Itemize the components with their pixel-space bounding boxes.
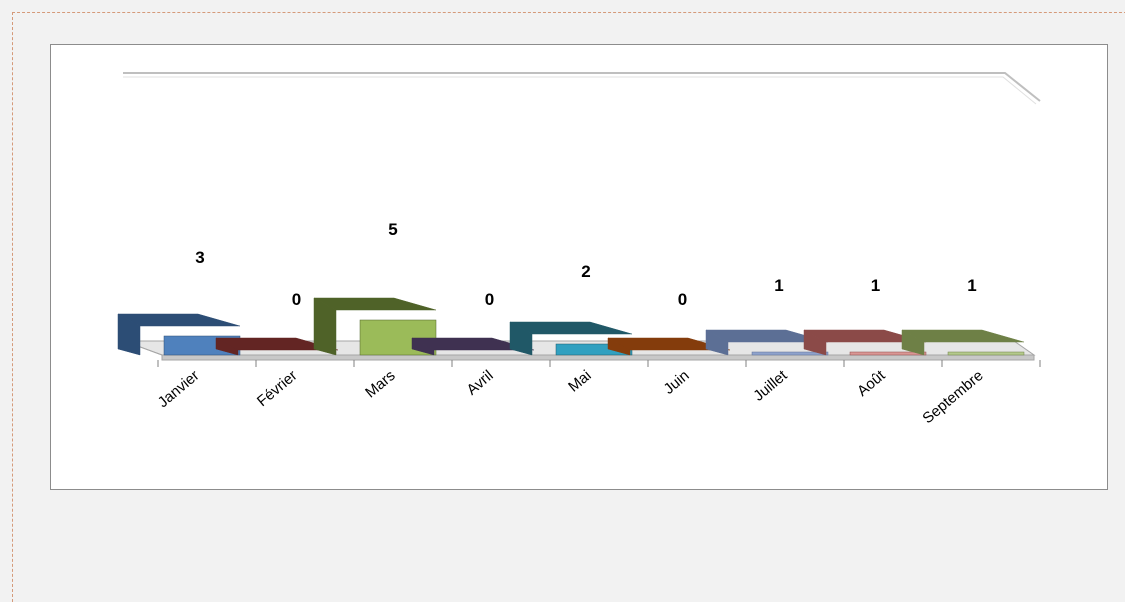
bar-mai [509,321,633,356]
bar-avril [411,337,535,356]
bar-side-face [803,329,827,356]
category-label: Mai [565,367,594,396]
category-label: Février [254,367,301,410]
data-label: 3 [195,248,204,267]
bar-side-face [509,321,533,356]
category-label: Mars [362,367,398,401]
data-label: 2 [581,262,590,281]
data-label: 0 [485,290,494,309]
bar-side-face [705,329,729,356]
category-label: Août [854,367,889,400]
category-label: Avril [464,367,497,399]
back-wall-top-line [123,72,1041,102]
data-label: 0 [678,290,687,309]
bar-août [803,329,927,356]
back-wall-inner-line [123,76,1037,105]
bar-février [215,337,339,356]
data-labels-group: 3 0 5 0 2 0 1 1 1 [195,220,976,309]
bars-group [117,297,1025,356]
bar-side-face [411,337,435,356]
bar-front-face [947,351,1025,356]
bar-front-face [849,351,927,356]
bar-side-face [901,329,925,356]
category-label: Septembre [919,367,986,427]
bar-juillet [705,329,829,356]
bar-septembre [901,329,1025,356]
data-label: 1 [871,276,880,295]
data-label: 1 [774,276,783,295]
bar-front-face [751,351,829,356]
chart-floor-front [161,354,1035,361]
bar-side-face [117,313,141,356]
bar-chart: 3 0 5 0 2 0 1 1 1 Janvier Février Mars Avril Mai Juin… [117,72,1041,427]
data-label: 1 [967,276,976,295]
chart-area [50,44,1108,490]
bar-side-face [215,337,239,356]
data-label: 5 [388,220,397,239]
category-labels-group: Janvier Février Mars Avril Mai Juin Juillet Aoû… [155,360,1041,427]
bar-side-face [607,337,631,356]
data-label: 0 [292,290,301,309]
category-label: Juillet [750,367,791,405]
category-label: Juin [661,367,693,398]
bar-juin [607,337,731,356]
bar-side-face [313,297,337,356]
chart-back-wall [123,72,1041,105]
category-label: Janvier [155,367,203,411]
page-border [12,12,1125,602]
